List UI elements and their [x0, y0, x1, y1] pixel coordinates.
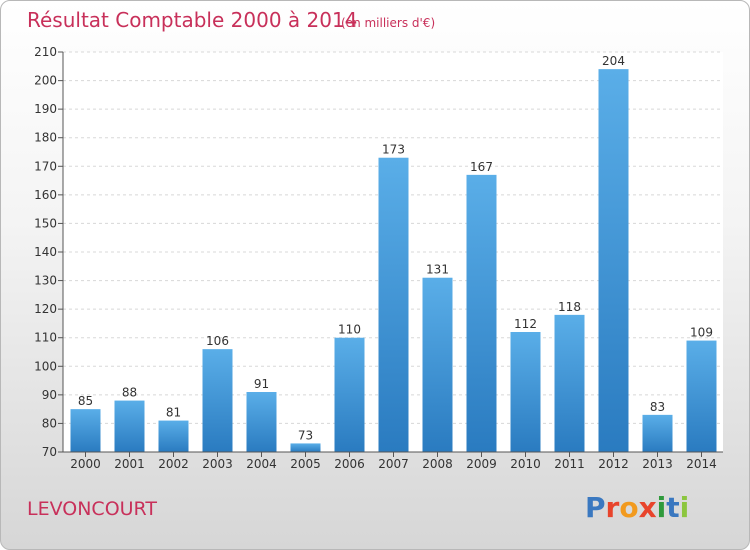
x-tick-label-2014: 2014 — [686, 457, 717, 471]
bar-2012 — [598, 69, 629, 453]
y-tick-label: 190 — [34, 102, 57, 116]
data-label-2001: 88 — [122, 386, 137, 400]
x-tick-label-2013: 2013 — [642, 457, 673, 471]
bar-2007 — [378, 157, 409, 452]
chart-title: Résultat Comptable 2000 à 2014 — [27, 8, 357, 32]
y-tick-label: 70 — [42, 445, 57, 459]
y-tick-label: 140 — [34, 245, 57, 259]
bar-2001 — [114, 400, 145, 452]
bar-2003 — [202, 349, 233, 452]
logo-letter: i — [657, 491, 667, 524]
bar-2004 — [246, 392, 277, 452]
bar-2006 — [334, 337, 365, 452]
bar-2014 — [686, 340, 717, 452]
y-tick-label: 120 — [34, 302, 57, 316]
x-tick-label-2009: 2009 — [466, 457, 497, 471]
logo-letter: r — [606, 491, 620, 524]
x-tick-label-2001: 2001 — [114, 457, 145, 471]
town-name: LEVONCOURT — [27, 498, 157, 520]
data-label-2007: 173 — [382, 143, 405, 157]
logo-letter: t — [666, 491, 679, 524]
y-tick-label: 90 — [42, 388, 57, 402]
x-tick-label-2004: 2004 — [246, 457, 277, 471]
bars: 85 88 81 106 91 73 110 173 131 167 112 118 204 83 109 — [70, 54, 717, 453]
logo-letter: i — [680, 491, 690, 524]
data-label-2013: 83 — [650, 400, 665, 414]
y-tick-label: 160 — [34, 188, 57, 202]
x-tick-label-2002: 2002 — [158, 457, 189, 471]
y-tick-label: 180 — [34, 131, 57, 145]
logo-letter: P — [585, 491, 606, 524]
y-tick-label: 150 — [34, 216, 57, 230]
y-tick-label: 130 — [34, 274, 57, 288]
x-axis: 2000 2001 2002 2003 2004 2005 2006 2007 2008 2009… — [63, 451, 723, 471]
logo-letter: o — [619, 491, 638, 524]
bar-2002 — [158, 420, 189, 452]
data-label-2010: 112 — [514, 317, 537, 331]
bar-2008 — [422, 277, 453, 452]
data-label-2004: 91 — [254, 377, 269, 391]
y-tick-label: 200 — [34, 74, 57, 88]
data-label-2011: 118 — [558, 300, 581, 314]
x-tick-label-2008: 2008 — [422, 457, 453, 471]
data-label-2009: 167 — [470, 160, 493, 174]
bar-2011 — [554, 314, 585, 452]
x-tick-label-2006: 2006 — [334, 457, 365, 471]
proxiti-logo: Proxiti — [585, 491, 689, 524]
data-label-2003: 106 — [206, 334, 229, 348]
y-axis: 70 80 90 100 110 120 130 140 150 160 170 180 190 200 2… — [34, 45, 64, 459]
bar-2005 — [290, 443, 321, 452]
x-tick-label-2000: 2000 — [70, 457, 101, 471]
bar-2013 — [642, 414, 673, 452]
data-label-2005: 73 — [298, 428, 313, 442]
x-tick-label-2012: 2012 — [598, 457, 629, 471]
data-label-2000: 85 — [78, 394, 93, 408]
bar-2009 — [466, 174, 497, 452]
data-label-2008: 131 — [426, 263, 449, 277]
bar-2000 — [70, 409, 101, 452]
data-label-2014: 109 — [690, 326, 713, 340]
y-tick-label: 100 — [34, 359, 57, 373]
data-label-2002: 81 — [166, 406, 181, 420]
x-tick-label-2011: 2011 — [554, 457, 585, 471]
y-tick-label: 210 — [34, 45, 57, 59]
x-tick-label-2010: 2010 — [510, 457, 541, 471]
x-tick-label-2005: 2005 — [290, 457, 321, 471]
y-tick-label: 170 — [34, 159, 57, 173]
y-tick-label: 80 — [42, 416, 57, 430]
x-tick-label-2003: 2003 — [202, 457, 233, 471]
chart-subtitle: (en milliers d'€) — [341, 16, 435, 30]
bar-2010 — [510, 332, 541, 452]
logo-letter: x — [639, 491, 657, 524]
data-label-2012: 204 — [602, 54, 625, 68]
y-tick-label: 110 — [34, 331, 57, 345]
data-label-2006: 110 — [338, 323, 361, 337]
x-tick-label-2007: 2007 — [378, 457, 409, 471]
